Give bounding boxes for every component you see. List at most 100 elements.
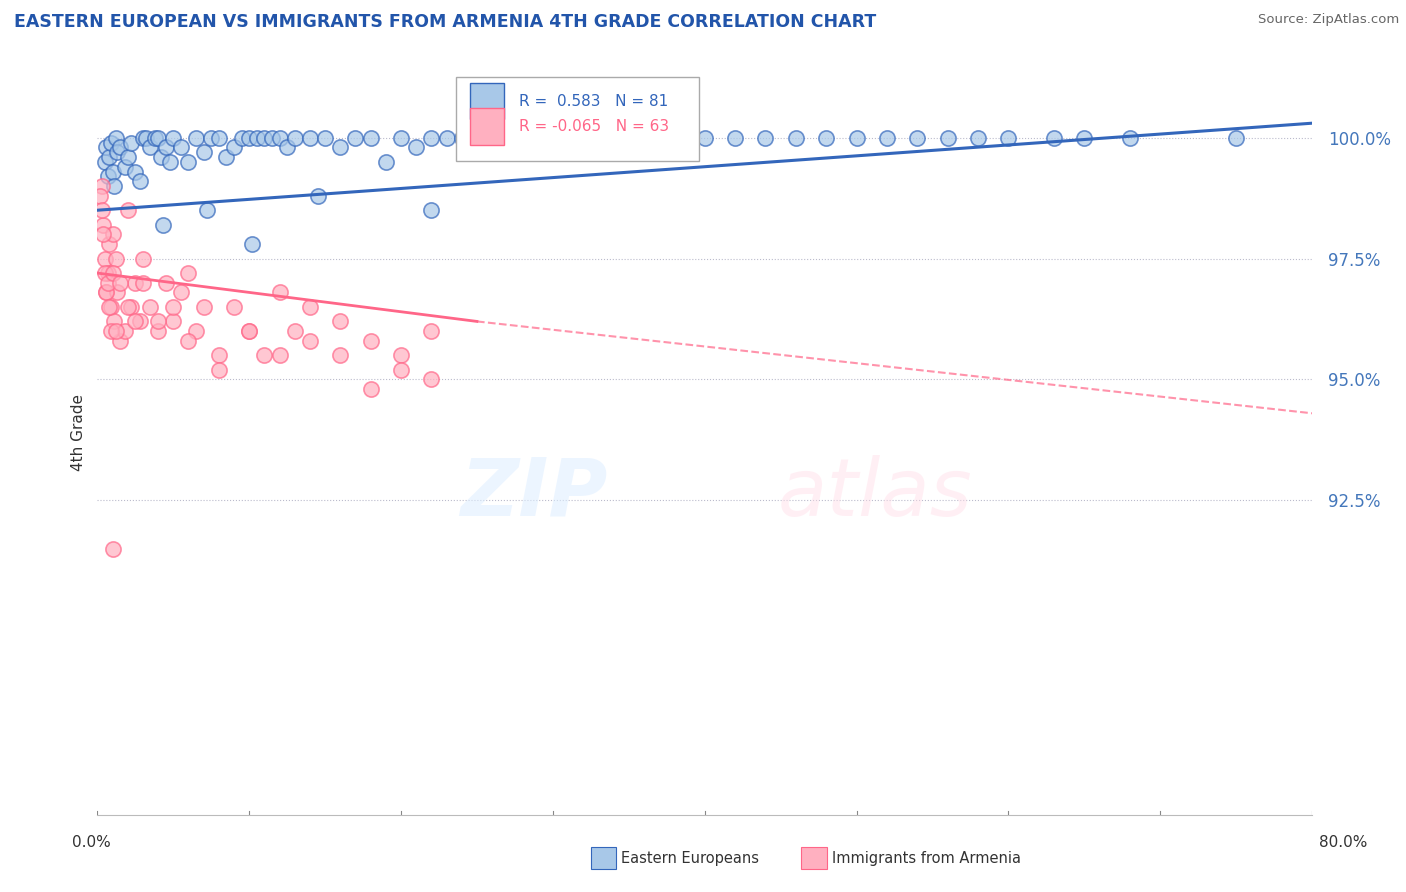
Point <box>298 130 321 145</box>
Point <box>117 300 139 314</box>
FancyBboxPatch shape <box>456 78 699 161</box>
Point <box>96 285 118 300</box>
Point <box>97 266 120 280</box>
Point <box>101 227 124 242</box>
Point <box>100 300 122 314</box>
Point <box>905 130 928 145</box>
Text: Eastern Europeans: Eastern Europeans <box>621 851 759 865</box>
Point <box>845 130 868 145</box>
Point <box>184 324 207 338</box>
Point <box>671 130 693 145</box>
Point <box>815 130 838 145</box>
Point <box>96 140 118 154</box>
Point <box>132 130 155 145</box>
Point <box>152 218 174 232</box>
Point <box>98 150 121 164</box>
Point <box>120 300 142 314</box>
Point <box>101 541 124 556</box>
Point <box>108 140 131 154</box>
Point <box>170 285 193 300</box>
Point <box>100 136 122 150</box>
Point <box>155 140 177 154</box>
Point <box>693 130 716 145</box>
Point <box>276 140 298 154</box>
Text: R = -0.065   N = 63: R = -0.065 N = 63 <box>519 119 669 134</box>
Point <box>104 252 127 266</box>
Point <box>617 130 640 145</box>
Point <box>420 372 443 386</box>
Point <box>139 300 162 314</box>
Point <box>329 314 352 328</box>
Point <box>124 164 146 178</box>
Point <box>329 348 352 362</box>
Point <box>260 130 283 145</box>
Point <box>420 203 443 218</box>
Point <box>1119 130 1142 145</box>
Point <box>200 130 222 145</box>
Point <box>541 130 564 145</box>
Point <box>329 140 352 154</box>
Point <box>124 276 146 290</box>
Point <box>269 285 291 300</box>
Point <box>465 130 488 145</box>
Point <box>93 218 115 232</box>
Point <box>97 276 120 290</box>
Point <box>240 237 263 252</box>
Point <box>298 334 321 348</box>
Point <box>90 203 112 218</box>
Point <box>105 285 128 300</box>
Point <box>124 314 146 328</box>
Point <box>374 154 396 169</box>
Point <box>159 154 181 169</box>
Point <box>135 130 157 145</box>
Point <box>389 363 412 377</box>
Point <box>155 276 177 290</box>
Text: Immigrants from Armenia: Immigrants from Armenia <box>832 851 1021 865</box>
Point <box>132 276 155 290</box>
Point <box>284 130 307 145</box>
Text: atlas: atlas <box>778 455 973 533</box>
Point <box>94 154 117 169</box>
Point <box>195 203 218 218</box>
Point <box>1073 130 1095 145</box>
Point <box>967 130 990 145</box>
Point <box>481 130 503 145</box>
Point <box>208 348 231 362</box>
Text: Source: ZipAtlas.com: Source: ZipAtlas.com <box>1258 13 1399 27</box>
Bar <box>470 83 505 120</box>
Point <box>648 130 671 145</box>
Point <box>222 300 245 314</box>
Point <box>128 314 150 328</box>
Point <box>876 130 898 145</box>
Point <box>420 130 443 145</box>
Point <box>405 140 427 154</box>
Point <box>177 154 200 169</box>
Point <box>997 130 1019 145</box>
Text: 80.0%: 80.0% <box>1319 836 1367 850</box>
Point <box>253 130 276 145</box>
Point <box>184 130 207 145</box>
Point <box>754 130 776 145</box>
Point <box>93 227 115 242</box>
Point <box>238 324 260 338</box>
Point <box>97 169 120 184</box>
Point <box>89 188 111 202</box>
Point <box>246 130 269 145</box>
Point <box>104 130 127 145</box>
Point <box>139 140 162 154</box>
Point <box>307 188 329 202</box>
Text: EASTERN EUROPEAN VS IMMIGRANTS FROM ARMENIA 4TH GRADE CORRELATION CHART: EASTERN EUROPEAN VS IMMIGRANTS FROM ARME… <box>14 13 876 31</box>
Point <box>103 314 125 328</box>
Point <box>96 285 118 300</box>
Point <box>101 266 124 280</box>
Point <box>420 324 443 338</box>
Point <box>193 145 215 160</box>
Point <box>360 130 382 145</box>
Point <box>253 348 276 362</box>
Point <box>512 130 534 145</box>
Point <box>146 314 169 328</box>
Text: R =  0.583   N = 81: R = 0.583 N = 81 <box>519 94 668 109</box>
Point <box>143 130 166 145</box>
Y-axis label: 4th Grade: 4th Grade <box>72 394 86 471</box>
Point <box>1043 130 1066 145</box>
